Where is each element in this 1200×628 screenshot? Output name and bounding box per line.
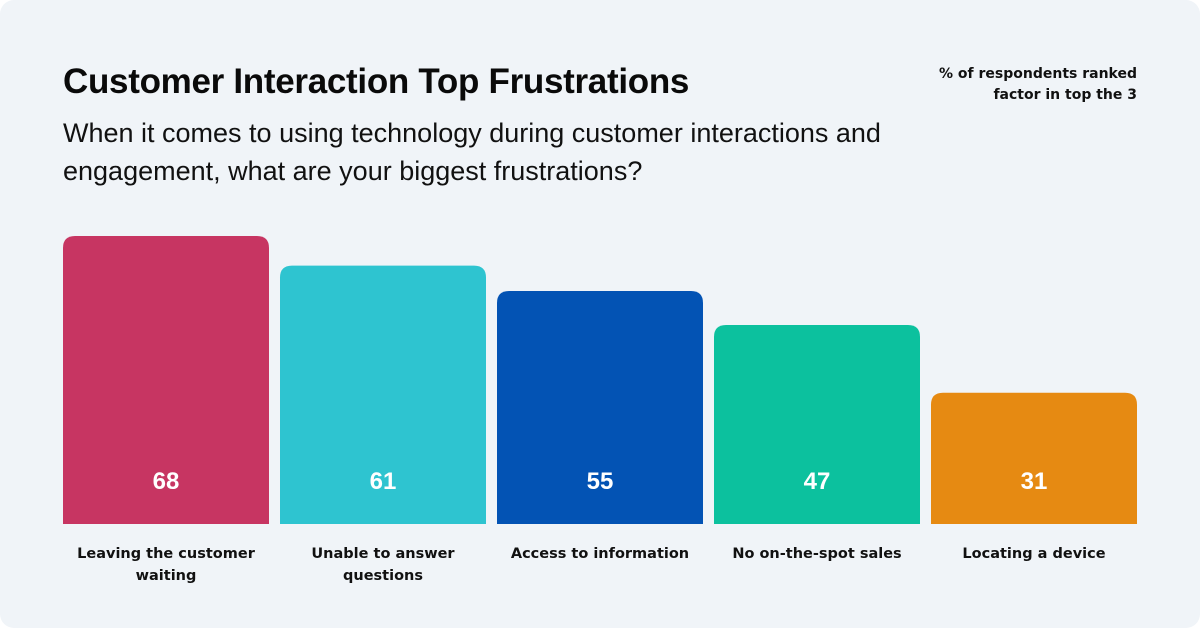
chart-note: % of respondents ranked factor in top th… xyxy=(939,66,1137,103)
bar-value-label: 31 xyxy=(1021,468,1048,495)
bar xyxy=(714,324,920,524)
chart-title: Customer Interaction Top Frustrations xyxy=(63,62,690,101)
chart-subtitle: When it comes to using technology during… xyxy=(63,118,881,186)
bar xyxy=(497,291,703,524)
bar xyxy=(63,236,269,524)
category-label: No on-the-spot sales xyxy=(732,546,902,562)
bar-value-label: 47 xyxy=(804,468,831,495)
bar xyxy=(931,392,1137,524)
category-label: Locating a device xyxy=(962,546,1106,562)
bar-value-label: 61 xyxy=(370,468,397,495)
category-label: Access to information xyxy=(510,546,690,562)
bar-value-label: 68 xyxy=(153,468,180,495)
bar xyxy=(280,265,486,524)
category-label: Unable to answer questions xyxy=(311,546,455,584)
bar-value-label: 55 xyxy=(587,468,614,495)
category-label: Leaving the customer waiting xyxy=(77,546,255,584)
